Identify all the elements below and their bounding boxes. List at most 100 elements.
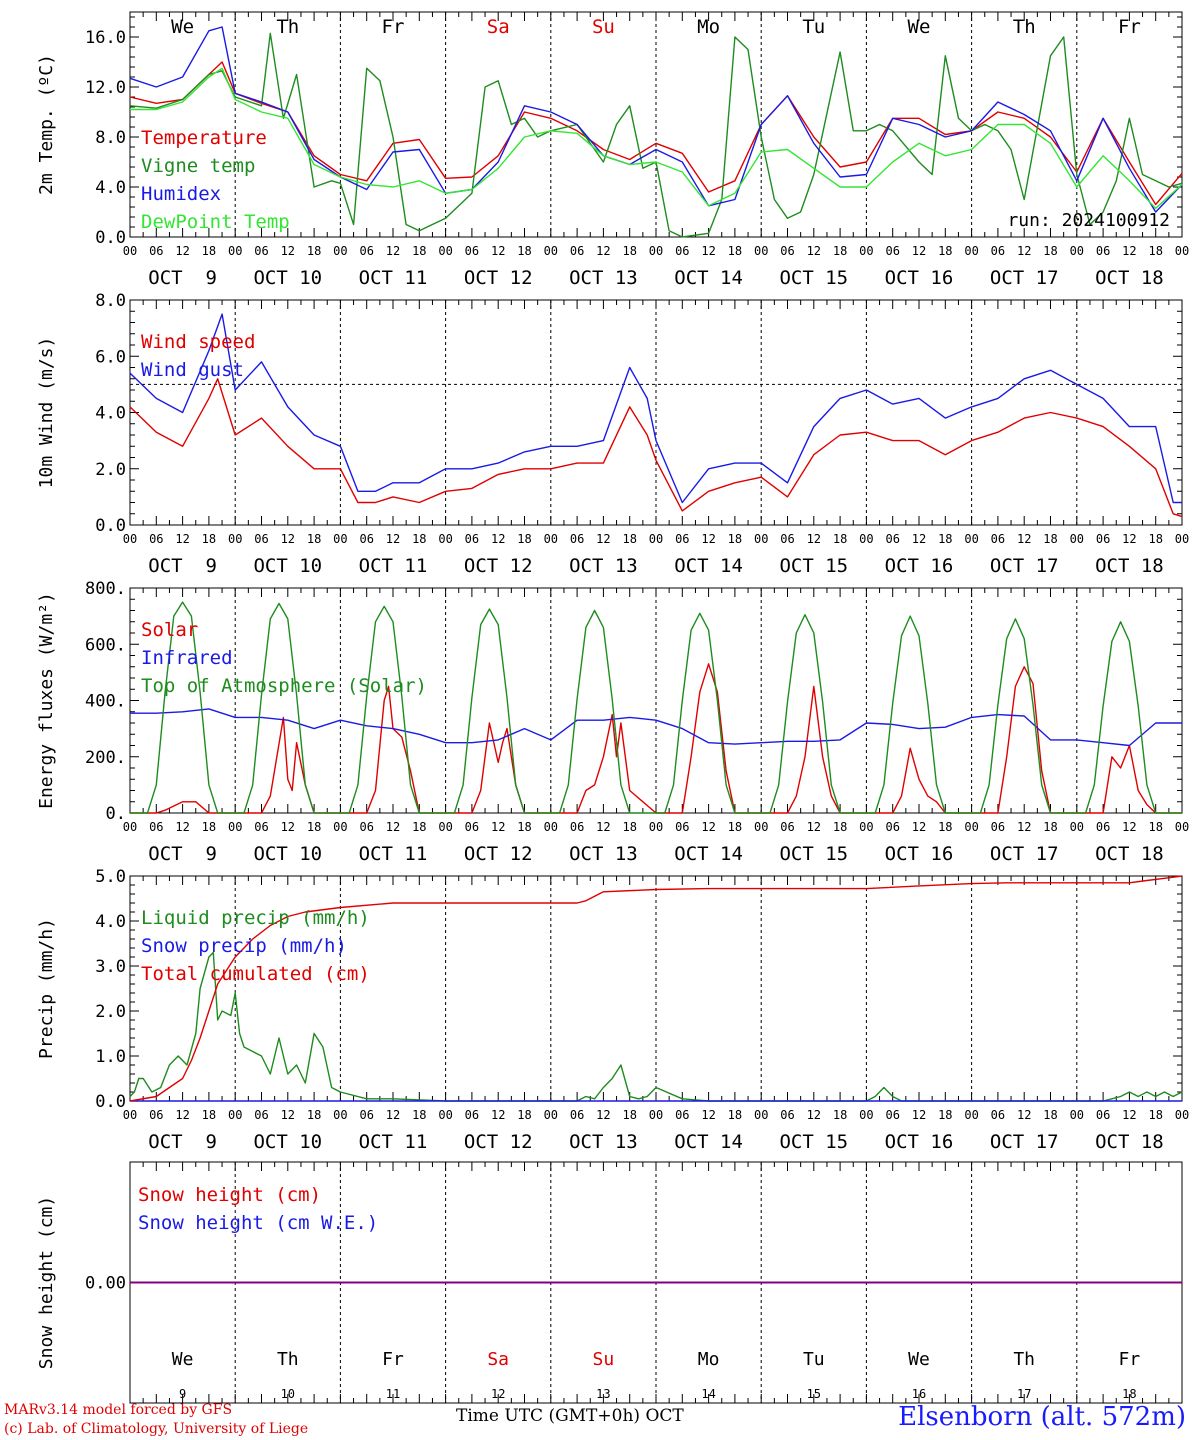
hour-tick-label: 00 [754,532,768,546]
hour-tick-label: 00 [228,532,242,546]
hour-tick-label: 12 [175,1108,189,1122]
hour-tick-label: 00 [964,532,978,546]
weekday-label-top: Mo [697,16,720,38]
hour-tick-label: 00 [123,532,137,546]
y-tick-label: 600. [85,635,126,655]
y-axis-label: Precip (mm/h) [36,918,57,1059]
y-tick-label: 4.0 [95,178,126,198]
hour-tick-label: 18 [938,820,952,834]
hour-tick-label: 12 [596,244,610,258]
hour-tick-label: 06 [570,532,584,546]
hour-tick-label: 06 [885,1108,899,1122]
panel-0 [129,11,1183,238]
hour-tick-label: 18 [622,820,636,834]
series-line-wind-speed [129,378,1183,518]
series-line-total-cumulated-cm- [129,875,1183,1102]
date-label: OCT 12 [464,555,533,577]
hour-tick-label: 00 [544,820,558,834]
hour-tick-label: 00 [649,1108,663,1122]
date-label: OCT 14 [674,555,743,577]
legend-entry: Solar [141,619,198,641]
hour-tick-label: 00 [754,244,768,258]
date-label: OCT 17 [990,555,1059,577]
hour-tick-label: 18 [307,1108,321,1122]
hour-tick-label: 18 [622,1108,636,1122]
date-label: OCT 11 [359,843,428,865]
weekday-label-bottom: Su [593,1349,615,1370]
hour-tick-label: 06 [780,244,794,258]
hour-tick-label: 00 [649,820,663,834]
date-label: OCT 18 [1095,267,1164,289]
hour-tick-label: 00 [859,820,873,834]
hour-tick-label: 00 [1175,532,1189,546]
hour-tick-label: 00 [964,1108,978,1122]
hour-tick-label: 12 [491,532,505,546]
y-axis-label: Energy fluxes (W/m²) [36,592,57,809]
hour-tick-label: 12 [701,1108,715,1122]
y-tick-label: 0.0 [95,228,126,248]
y-tick-label: 4.0 [95,912,126,932]
hour-tick-label: 12 [281,1108,295,1122]
hour-tick-label: 18 [1148,244,1162,258]
y-tick-label: 6.0 [95,347,126,367]
legend-entry: Snow height (cm W.E.) [138,1212,378,1234]
lab-credit: (c) Lab. of Climatology, University of L… [4,1421,309,1437]
hour-tick-label: 18 [517,532,531,546]
hour-tick-label: 12 [281,820,295,834]
hour-tick-label: 06 [359,532,373,546]
hour-tick-label: 00 [649,532,663,546]
hour-tick-label: 12 [175,244,189,258]
hour-tick-label: 18 [307,244,321,258]
day-number-label: 9 [179,1387,186,1401]
hour-tick-label: 12 [912,1108,926,1122]
legend-entry: Humidex [141,183,221,205]
date-label: OCT 17 [990,267,1059,289]
hour-tick-label: 00 [859,244,873,258]
hour-tick-label: 00 [438,820,452,834]
y-tick-label: 12.0 [85,78,126,98]
hour-tick-label: 00 [544,532,558,546]
hour-tick-label: 00 [438,532,452,546]
hour-tick-label: 18 [202,532,216,546]
legend-entry: Temperature [141,127,267,149]
y-tick-label: 3.0 [95,957,126,977]
series-line-dewpoint-temp [130,67,1183,210]
weekday-label-bottom: Mo [698,1349,720,1370]
legend-entry: Liquid precip (mm/h) [141,907,370,929]
hour-tick-label: 12 [491,820,505,834]
hour-tick-label: 12 [701,532,715,546]
legend-entry: Snow height (cm) [138,1184,321,1206]
weekday-label-top: Th [1013,16,1036,38]
hour-tick-label: 18 [202,820,216,834]
day-number-label: 18 [1122,1387,1136,1401]
hour-tick-label: 18 [833,1108,847,1122]
hour-tick-label: 12 [491,1108,505,1122]
hour-tick-label: 00 [1070,532,1084,546]
weekday-label-top: We [908,16,931,38]
weekday-label-top: Fr [1118,16,1141,38]
hour-tick-label: 06 [570,1108,584,1122]
date-label: OCT 15 [779,267,848,289]
day-number-label: 10 [281,1387,295,1401]
hour-tick-label: 06 [991,820,1005,834]
hour-tick-label: 00 [228,820,242,834]
hour-tick-label: 12 [1017,1108,1031,1122]
day-number-label: 13 [596,1387,610,1401]
y-tick-label: 0. [106,804,126,824]
station-name: Elsenborn (alt. 572m) [898,1402,1186,1432]
date-label: OCT 16 [885,843,954,865]
date-label: OCT 15 [779,555,848,577]
date-label: OCT 10 [253,555,322,577]
legend-entry: DewPoint Temp [141,211,290,233]
hour-tick-label: 06 [675,1108,689,1122]
weekday-label-top: Sa [487,16,510,38]
series-line-vigne-temp [129,32,1183,238]
day-number-label: 16 [912,1387,926,1401]
hour-tick-label: 06 [359,244,373,258]
hour-tick-label: 12 [1122,244,1136,258]
hour-tick-label: 18 [1043,244,1057,258]
hour-tick-label: 06 [149,820,163,834]
hour-tick-label: 00 [333,1108,347,1122]
hour-tick-label: 18 [833,244,847,258]
date-label: OCT 11 [359,1131,428,1153]
